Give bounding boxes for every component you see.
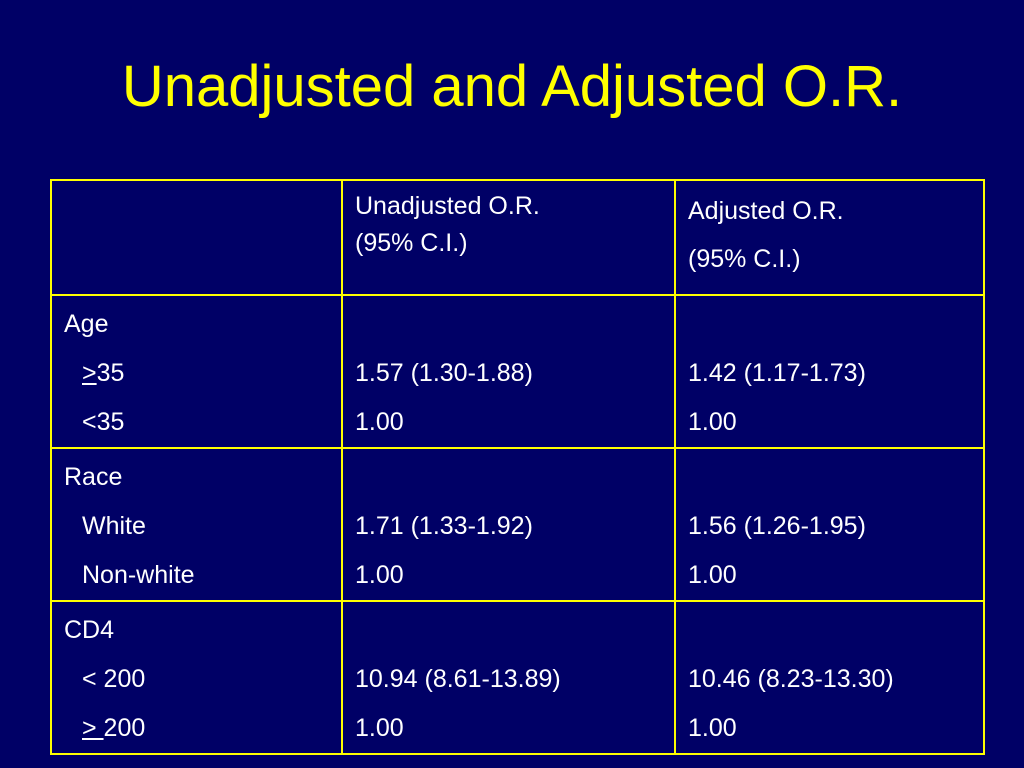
non-white-adjusted: 1.00 <box>688 561 737 589</box>
header-adjusted: Adjusted O.R. (95% C.I.) <box>674 179 985 296</box>
white-unadjusted: 1.71 (1.33-1.92) <box>355 512 533 540</box>
group-label-race: Race <box>64 463 123 491</box>
race-adjusted: 1.56 (1.26-1.95) 1.00 <box>674 447 985 602</box>
cd4-over-value: 200 <box>103 714 146 742</box>
header-unadjusted-line1: Unadjusted O.R. <box>355 192 540 220</box>
row-label-cd4-over-200: > 200 <box>64 704 329 753</box>
cd4-labels: CD4 < 200 > 200 <box>50 600 343 755</box>
table-row-cd4: CD4 < 200 > 200 10.94 (8.61-13.89) 1.00 … <box>50 600 985 755</box>
non-white-unadjusted: 1.00 <box>355 561 404 589</box>
age-unadjusted: 1.57 (1.30-1.88) 1.00 <box>341 294 676 449</box>
race-labels: Race White Non-white <box>50 447 343 602</box>
slide-title: Unadjusted and Adjusted O.R. <box>121 54 903 119</box>
cd4-under-200-unadjusted: 10.94 (8.61-13.89) <box>355 665 561 693</box>
row-label-age-under-35: <35 <box>82 408 125 436</box>
ge-sign: > <box>82 359 97 387</box>
race-unadjusted: 1.71 (1.33-1.92) 1.00 <box>341 447 676 602</box>
group-label-cd4: CD4 <box>64 616 115 644</box>
age-over-value: 35 <box>96 359 125 387</box>
cd4-over-200-unadjusted: 1.00 <box>355 714 404 742</box>
row-label-age-over-35: >35 <box>64 349 329 398</box>
row-label-white: White <box>82 512 146 540</box>
age-over-35-adjusted: 1.42 (1.17-1.73) <box>688 359 866 387</box>
cd4-unadjusted: 10.94 (8.61-13.89) 1.00 <box>341 600 676 755</box>
table-header-row: Unadjusted O.R. (95% C.I.) Adjusted O.R.… <box>50 179 985 296</box>
ge-sign: > <box>82 714 104 742</box>
age-under-35-adjusted: 1.00 <box>688 408 737 436</box>
header-empty-cell <box>50 179 343 296</box>
cd4-adjusted: 10.46 (8.23-13.30) 1.00 <box>674 600 985 755</box>
table-row-race: Race White Non-white 1.71 (1.33-1.92) 1.… <box>50 447 985 602</box>
header-adjusted-line1: Adjusted O.R. <box>688 197 844 225</box>
cd4-under-200-adjusted: 10.46 (8.23-13.30) <box>688 665 894 693</box>
row-label-cd4-under-200: < 200 <box>82 665 146 693</box>
odds-ratio-table: Unadjusted O.R. (95% C.I.) Adjusted O.R.… <box>50 179 985 755</box>
header-unadjusted: Unadjusted O.R. (95% C.I.) <box>341 179 676 296</box>
cd4-over-200-adjusted: 1.00 <box>688 714 737 742</box>
header-unadjusted-line2: (95% C.I.) <box>355 229 468 257</box>
white-adjusted: 1.56 (1.26-1.95) <box>688 512 866 540</box>
age-over-35-unadjusted: 1.57 (1.30-1.88) <box>355 359 533 387</box>
age-labels: Age >35 <35 <box>50 294 343 449</box>
group-label-age: Age <box>64 310 109 338</box>
table-row-age: Age >35 <35 1.57 (1.30-1.88) 1.00 1.42 (… <box>50 294 985 449</box>
header-adjusted-line2: (95% C.I.) <box>688 245 801 273</box>
row-label-non-white: Non-white <box>82 561 195 589</box>
age-under-35-unadjusted: 1.00 <box>355 408 404 436</box>
age-adjusted: 1.42 (1.17-1.73) 1.00 <box>674 294 985 449</box>
